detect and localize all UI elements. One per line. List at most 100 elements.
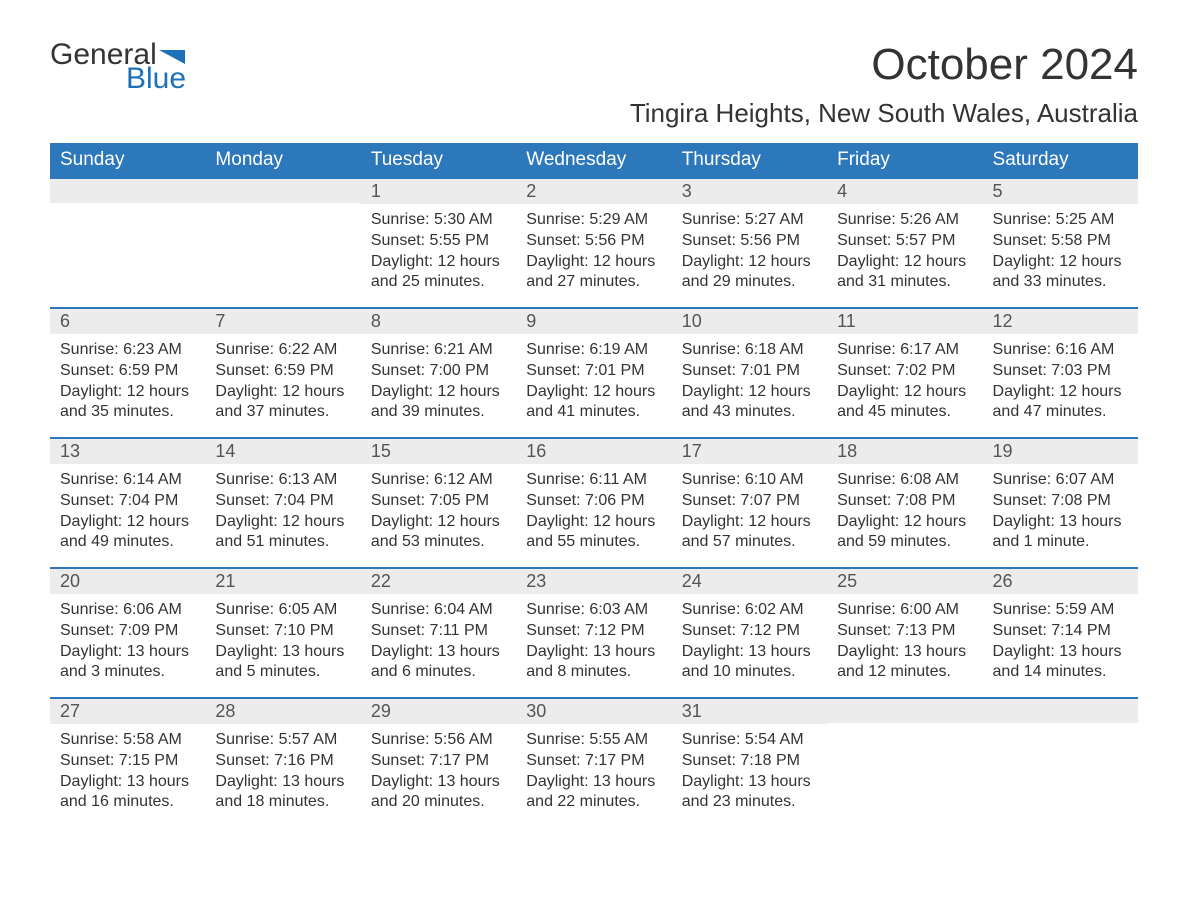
daylight-text: Daylight: 13 hours and 5 minutes.	[215, 642, 350, 684]
calendar-table: Sunday Monday Tuesday Wednesday Thursday…	[50, 143, 1138, 827]
day-number-bar: 24	[672, 567, 827, 594]
calendar-day-cell	[50, 177, 205, 307]
sunset-text: Sunset: 7:16 PM	[215, 751, 350, 772]
daylight-text: Daylight: 12 hours and 31 minutes.	[837, 252, 972, 294]
sunrise-text: Sunrise: 5:57 AM	[215, 730, 350, 751]
daylight-text: Daylight: 12 hours and 33 minutes.	[993, 252, 1128, 294]
sunset-text: Sunset: 7:04 PM	[215, 491, 350, 512]
sunset-text: Sunset: 7:01 PM	[526, 361, 661, 382]
weekday-header: Sunday	[50, 143, 205, 177]
sunrise-text: Sunrise: 6:11 AM	[526, 470, 661, 491]
sunrise-text: Sunrise: 6:06 AM	[60, 600, 195, 621]
calendar-day-cell: 9Sunrise: 6:19 AMSunset: 7:01 PMDaylight…	[516, 307, 671, 437]
sunrise-text: Sunrise: 5:56 AM	[371, 730, 506, 751]
page-title: October 2024	[871, 40, 1138, 90]
day-body: Sunrise: 6:22 AMSunset: 6:59 PMDaylight:…	[205, 334, 360, 427]
sunset-text: Sunset: 7:07 PM	[682, 491, 817, 512]
sunrise-text: Sunrise: 6:08 AM	[837, 470, 972, 491]
day-body: Sunrise: 6:00 AMSunset: 7:13 PMDaylight:…	[827, 594, 982, 687]
day-body: Sunrise: 5:27 AMSunset: 5:56 PMDaylight:…	[672, 204, 827, 297]
calendar-day-cell: 12Sunrise: 6:16 AMSunset: 7:03 PMDayligh…	[983, 307, 1138, 437]
sunrise-text: Sunrise: 6:03 AM	[526, 600, 661, 621]
sunset-text: Sunset: 7:17 PM	[526, 751, 661, 772]
day-number-bar: 31	[672, 697, 827, 724]
sunset-text: Sunset: 7:08 PM	[993, 491, 1128, 512]
sunset-text: Sunset: 7:01 PM	[682, 361, 817, 382]
calendar-day-cell: 30Sunrise: 5:55 AMSunset: 7:17 PMDayligh…	[516, 697, 671, 827]
calendar-week-row: 13Sunrise: 6:14 AMSunset: 7:04 PMDayligh…	[50, 437, 1138, 567]
daylight-text: Daylight: 12 hours and 57 minutes.	[682, 512, 817, 554]
calendar-day-cell: 27Sunrise: 5:58 AMSunset: 7:15 PMDayligh…	[50, 697, 205, 827]
day-number-bar: 5	[983, 177, 1138, 204]
sunset-text: Sunset: 6:59 PM	[215, 361, 350, 382]
sunset-text: Sunset: 7:04 PM	[60, 491, 195, 512]
day-number-bar: 20	[50, 567, 205, 594]
sunrise-text: Sunrise: 6:17 AM	[837, 340, 972, 361]
daylight-text: Daylight: 12 hours and 37 minutes.	[215, 382, 350, 424]
day-number-bar: 21	[205, 567, 360, 594]
weekday-header: Friday	[827, 143, 982, 177]
calendar-day-cell: 8Sunrise: 6:21 AMSunset: 7:00 PMDaylight…	[361, 307, 516, 437]
calendar-body: 1Sunrise: 5:30 AMSunset: 5:55 PMDaylight…	[50, 177, 1138, 827]
sunset-text: Sunset: 7:10 PM	[215, 621, 350, 642]
calendar-week-row: 1Sunrise: 5:30 AMSunset: 5:55 PMDaylight…	[50, 177, 1138, 307]
sunrise-text: Sunrise: 5:30 AM	[371, 210, 506, 231]
day-number-bar: 2	[516, 177, 671, 204]
day-number-bar: 16	[516, 437, 671, 464]
calendar-day-cell: 21Sunrise: 6:05 AMSunset: 7:10 PMDayligh…	[205, 567, 360, 697]
sunrise-text: Sunrise: 6:04 AM	[371, 600, 506, 621]
daylight-text: Daylight: 13 hours and 20 minutes.	[371, 772, 506, 814]
day-number-bar: 14	[205, 437, 360, 464]
daylight-text: Daylight: 13 hours and 16 minutes.	[60, 772, 195, 814]
day-number-bar: 29	[361, 697, 516, 724]
day-body: Sunrise: 6:23 AMSunset: 6:59 PMDaylight:…	[50, 334, 205, 427]
calendar-day-cell: 25Sunrise: 6:00 AMSunset: 7:13 PMDayligh…	[827, 567, 982, 697]
day-body: Sunrise: 5:29 AMSunset: 5:56 PMDaylight:…	[516, 204, 671, 297]
sunrise-text: Sunrise: 5:54 AM	[682, 730, 817, 751]
sunrise-text: Sunrise: 5:25 AM	[993, 210, 1128, 231]
calendar-day-cell: 20Sunrise: 6:06 AMSunset: 7:09 PMDayligh…	[50, 567, 205, 697]
sunset-text: Sunset: 7:14 PM	[993, 621, 1128, 642]
day-body: Sunrise: 6:03 AMSunset: 7:12 PMDaylight:…	[516, 594, 671, 687]
sunset-text: Sunset: 7:06 PM	[526, 491, 661, 512]
day-number-bar: 8	[361, 307, 516, 334]
calendar-day-cell: 7Sunrise: 6:22 AMSunset: 6:59 PMDaylight…	[205, 307, 360, 437]
calendar-week-row: 27Sunrise: 5:58 AMSunset: 7:15 PMDayligh…	[50, 697, 1138, 827]
day-number-bar: 12	[983, 307, 1138, 334]
daylight-text: Daylight: 12 hours and 55 minutes.	[526, 512, 661, 554]
calendar-day-cell: 6Sunrise: 6:23 AMSunset: 6:59 PMDaylight…	[50, 307, 205, 437]
day-number-bar	[983, 697, 1138, 723]
weekday-header-row: Sunday Monday Tuesday Wednesday Thursday…	[50, 143, 1138, 177]
sunset-text: Sunset: 7:11 PM	[371, 621, 506, 642]
calendar-day-cell: 15Sunrise: 6:12 AMSunset: 7:05 PMDayligh…	[361, 437, 516, 567]
location-text: Tingira Heights, New South Wales, Austra…	[50, 98, 1138, 129]
calendar-day-cell: 22Sunrise: 6:04 AMSunset: 7:11 PMDayligh…	[361, 567, 516, 697]
day-body: Sunrise: 6:04 AMSunset: 7:11 PMDaylight:…	[361, 594, 516, 687]
calendar-day-cell	[205, 177, 360, 307]
sunset-text: Sunset: 7:13 PM	[837, 621, 972, 642]
day-number-bar: 22	[361, 567, 516, 594]
day-body: Sunrise: 5:55 AMSunset: 7:17 PMDaylight:…	[516, 724, 671, 817]
daylight-text: Daylight: 12 hours and 51 minutes.	[215, 512, 350, 554]
sunrise-text: Sunrise: 6:18 AM	[682, 340, 817, 361]
daylight-text: Daylight: 12 hours and 43 minutes.	[682, 382, 817, 424]
sunrise-text: Sunrise: 5:59 AM	[993, 600, 1128, 621]
day-number-bar: 10	[672, 307, 827, 334]
day-body: Sunrise: 6:17 AMSunset: 7:02 PMDaylight:…	[827, 334, 982, 427]
day-body: Sunrise: 6:19 AMSunset: 7:01 PMDaylight:…	[516, 334, 671, 427]
day-body: Sunrise: 6:11 AMSunset: 7:06 PMDaylight:…	[516, 464, 671, 557]
daylight-text: Daylight: 13 hours and 22 minutes.	[526, 772, 661, 814]
sunrise-text: Sunrise: 6:12 AM	[371, 470, 506, 491]
day-number-bar: 23	[516, 567, 671, 594]
day-number-bar: 17	[672, 437, 827, 464]
calendar-day-cell: 17Sunrise: 6:10 AMSunset: 7:07 PMDayligh…	[672, 437, 827, 567]
calendar-day-cell: 14Sunrise: 6:13 AMSunset: 7:04 PMDayligh…	[205, 437, 360, 567]
day-number-bar	[205, 177, 360, 203]
day-body: Sunrise: 6:18 AMSunset: 7:01 PMDaylight:…	[672, 334, 827, 427]
daylight-text: Daylight: 13 hours and 6 minutes.	[371, 642, 506, 684]
sunset-text: Sunset: 7:08 PM	[837, 491, 972, 512]
day-number-bar: 9	[516, 307, 671, 334]
day-body: Sunrise: 6:08 AMSunset: 7:08 PMDaylight:…	[827, 464, 982, 557]
day-number-bar: 7	[205, 307, 360, 334]
day-body: Sunrise: 6:12 AMSunset: 7:05 PMDaylight:…	[361, 464, 516, 557]
